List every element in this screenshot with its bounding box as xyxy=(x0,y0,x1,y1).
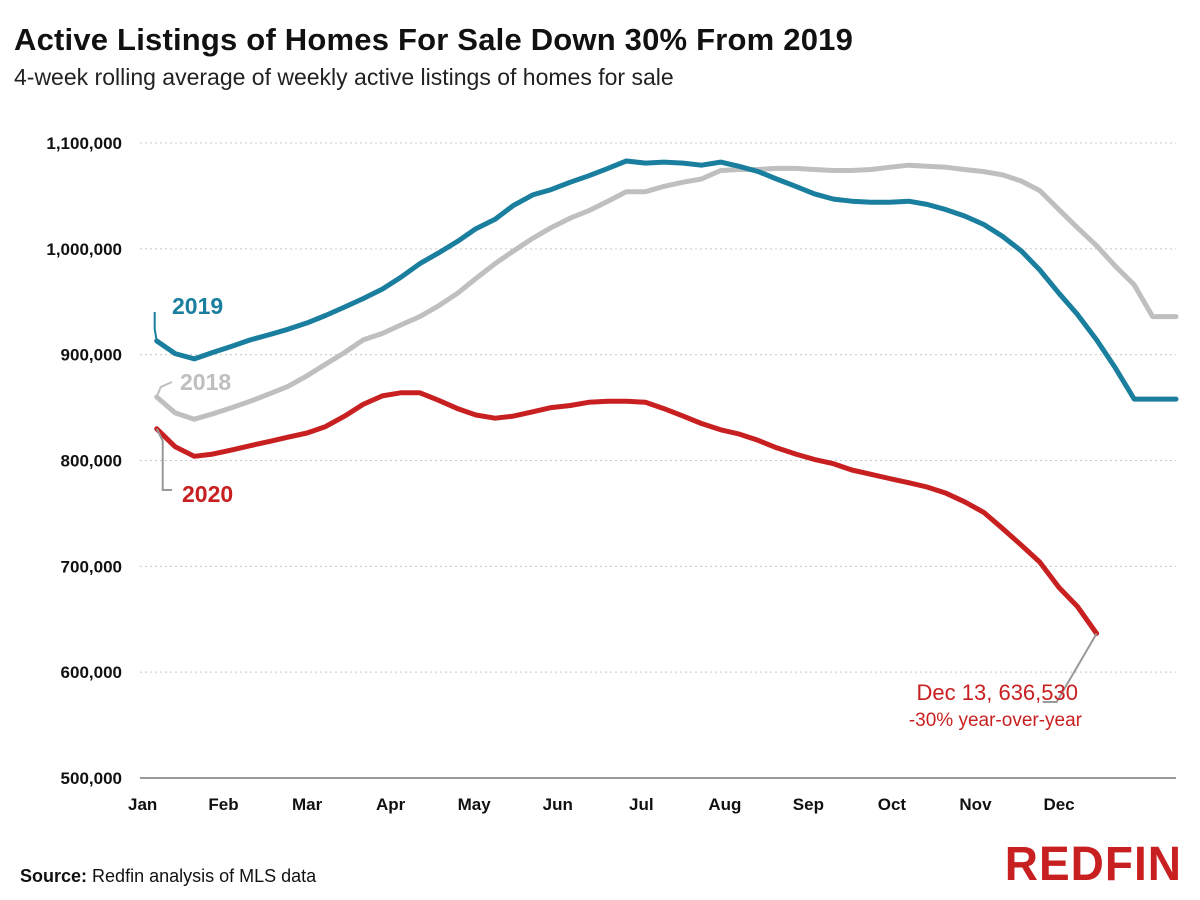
x-axis-ticks: Jan Feb Mar Apr May Jun Jul Aug Sep Oct Nov Dec xyxy=(128,795,1075,814)
y-tick-label: 800,000 xyxy=(61,452,122,471)
series-label-2019: 2019 xyxy=(172,293,223,319)
x-tick-label: Dec xyxy=(1043,795,1074,814)
x-tick-label: Jun xyxy=(543,795,573,814)
y-tick-label: 700,000 xyxy=(61,557,122,576)
y-tick-label: 600,000 xyxy=(61,663,122,682)
source-label: Source: xyxy=(20,866,88,886)
gridlines xyxy=(140,142,1176,779)
chart-title: Active Listings of Homes For Sale Down 3… xyxy=(14,22,854,57)
y-tick-label: 1,000,000 xyxy=(46,240,122,259)
y-axis-ticks: 500,000 600,000 700,000 800,000 900,000 1,000… xyxy=(46,134,122,788)
x-tick-label: Sep xyxy=(793,795,824,814)
redfin-logo: REDFIN xyxy=(1004,836,1182,891)
series-label-2020: 2020 xyxy=(182,481,233,507)
chart-subtitle: 4-week rolling average of weekly active … xyxy=(14,64,674,90)
leader-line-2020 xyxy=(155,428,172,491)
leader-line-2018 xyxy=(155,381,173,398)
leader-line-2019 xyxy=(153,312,158,342)
x-tick-label: Oct xyxy=(878,795,907,814)
annotation-leader-line xyxy=(1042,633,1098,703)
x-tick-label: Feb xyxy=(208,795,238,814)
series-labels: 2019 2018 2020 xyxy=(153,293,233,507)
x-tick-label: Jul xyxy=(629,795,654,814)
series-line-2020 xyxy=(154,390,1100,636)
source-text: Redfin analysis of MLS data xyxy=(92,866,317,886)
annotation-yoy-label: -30% year-over-year xyxy=(909,710,1083,731)
y-tick-label: 900,000 xyxy=(61,346,122,365)
x-tick-label: Nov xyxy=(959,795,992,814)
y-tick-label: 1,100,000 xyxy=(46,134,122,153)
source-note: Source: Redfin analysis of MLS data xyxy=(20,866,316,887)
annotations: Dec 13, 636,530 -30% year-over-year xyxy=(909,633,1098,731)
series-label-2018: 2018 xyxy=(180,369,231,395)
x-tick-label: Mar xyxy=(292,795,323,814)
x-tick-label: May xyxy=(458,795,492,814)
x-tick-label: Apr xyxy=(376,795,406,814)
series-lines xyxy=(154,158,1179,636)
series-line-2018 xyxy=(154,162,1179,422)
annotation-endpoint-label: Dec 13, 636,530 xyxy=(917,680,1078,705)
x-tick-label: Aug xyxy=(708,795,741,814)
series-line-2019 xyxy=(154,158,1179,402)
x-tick-label: Jan xyxy=(128,795,157,814)
y-tick-label: 500,000 xyxy=(61,769,122,788)
